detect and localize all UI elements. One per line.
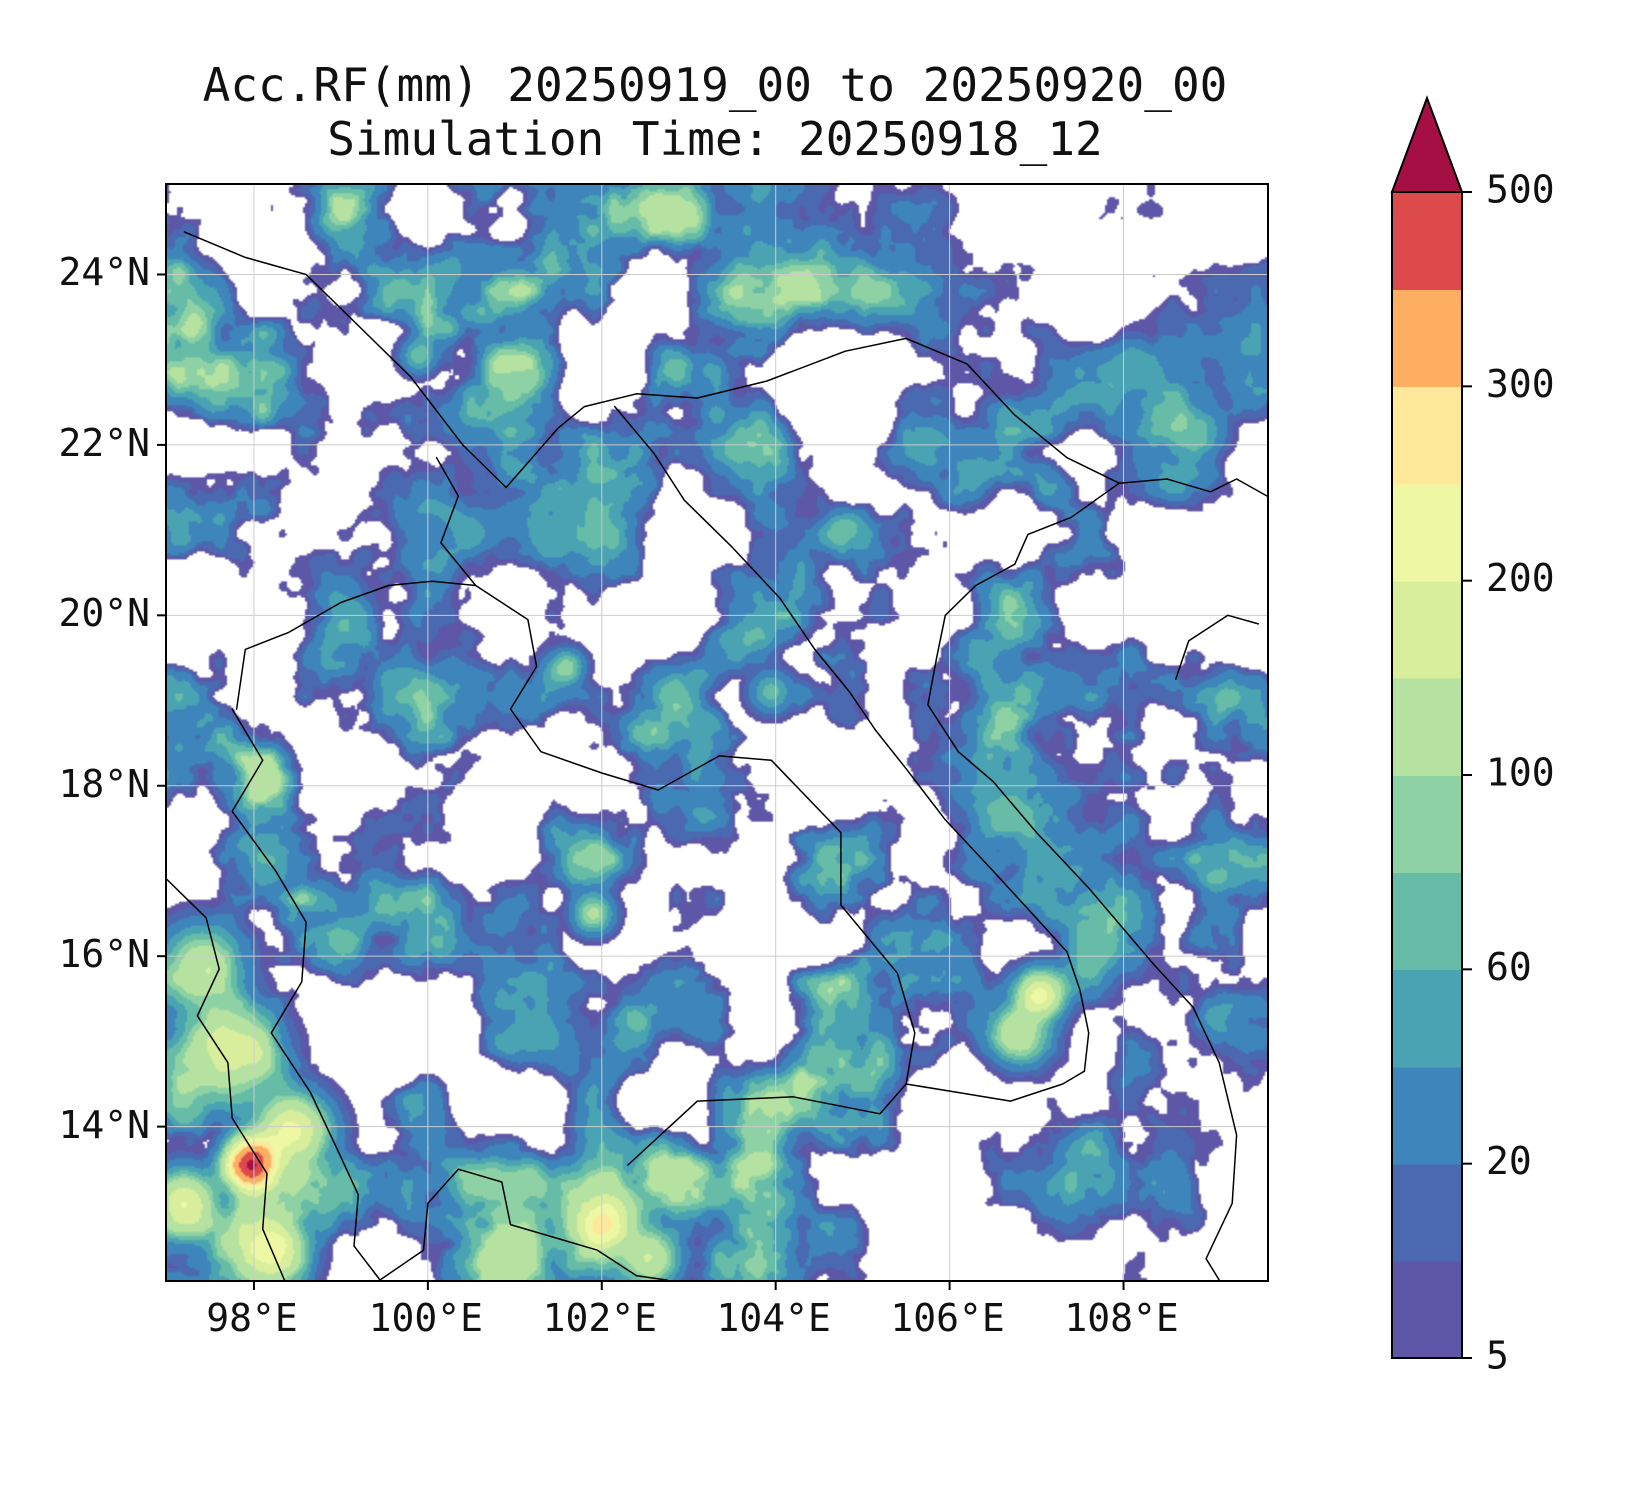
colorbar-tick-label: 20: [1486, 1139, 1532, 1183]
colorbar-over-arrow: [1390, 95, 1464, 193]
colorbar-segment: [1392, 580, 1462, 679]
x-tick-label: 98°E: [206, 1296, 298, 1340]
x-tick-label: 108°E: [1064, 1296, 1179, 1340]
y-tick-label: 16°N: [58, 932, 150, 977]
colorbar-segment: [1392, 969, 1462, 1068]
x-tick-label: 100°E: [368, 1296, 484, 1340]
map-plot-area: [157, 183, 1269, 1290]
country-border: [435, 456, 916, 1085]
country-border: [235, 580, 477, 710]
colorbar-segment: [1392, 872, 1462, 971]
y-tick-label: 18°N: [58, 761, 150, 806]
colorbar-tick-label: 300: [1486, 362, 1555, 406]
colorbar-tick-label: 60: [1486, 945, 1532, 989]
country-border: [231, 708, 381, 1281]
colorbar-tick-label: 200: [1486, 556, 1555, 600]
rainfall-field-canvas: [167, 185, 1267, 1280]
country-border: [183, 231, 1120, 489]
colorbar-segment: [1392, 386, 1462, 485]
country-border: [927, 482, 1238, 1281]
country-border: [1174, 614, 1260, 680]
x-tick-label: 102°E: [542, 1296, 657, 1340]
x-tick-label: 106°E: [890, 1296, 1005, 1340]
colorbar-segment: [1392, 1163, 1462, 1262]
chart-title: Acc.RF(mm) 20250919_00 to 20250920_00: [202, 58, 1228, 112]
country-border: [614, 405, 1090, 1072]
colorbar: 5 20 60 100 200 300 500: [1390, 95, 1555, 1378]
x-tick-label: 104°E: [716, 1296, 831, 1340]
country-border: [627, 1070, 1086, 1166]
colorbar-segment: [1392, 289, 1462, 388]
colorbar-tick-label: 100: [1486, 751, 1555, 795]
country-border: [379, 1168, 668, 1281]
y-tick-label: 22°N: [58, 420, 150, 465]
y-tick-label: 24°N: [58, 250, 150, 295]
colorbar-segment: [1392, 677, 1462, 776]
colorbar-tick-label: 500: [1486, 168, 1555, 212]
country-border: [166, 878, 286, 1281]
colorbar-segment: [1392, 483, 1462, 582]
colorbar-segment: [1392, 192, 1462, 290]
map-overlay-svg: [157, 185, 1268, 1290]
y-tick-label: 20°N: [58, 591, 150, 636]
chart-subtitle: Simulation Time: 20250918_12: [327, 112, 1103, 166]
colorbar-segment: [1392, 1066, 1462, 1165]
colorbar-segment: [1392, 775, 1462, 873]
y-tick-label: 14°N: [58, 1102, 150, 1147]
colorbar-tick-label: 5: [1486, 1334, 1509, 1378]
colorbar-segment: [1392, 1260, 1462, 1359]
country-border: [1118, 478, 1268, 497]
